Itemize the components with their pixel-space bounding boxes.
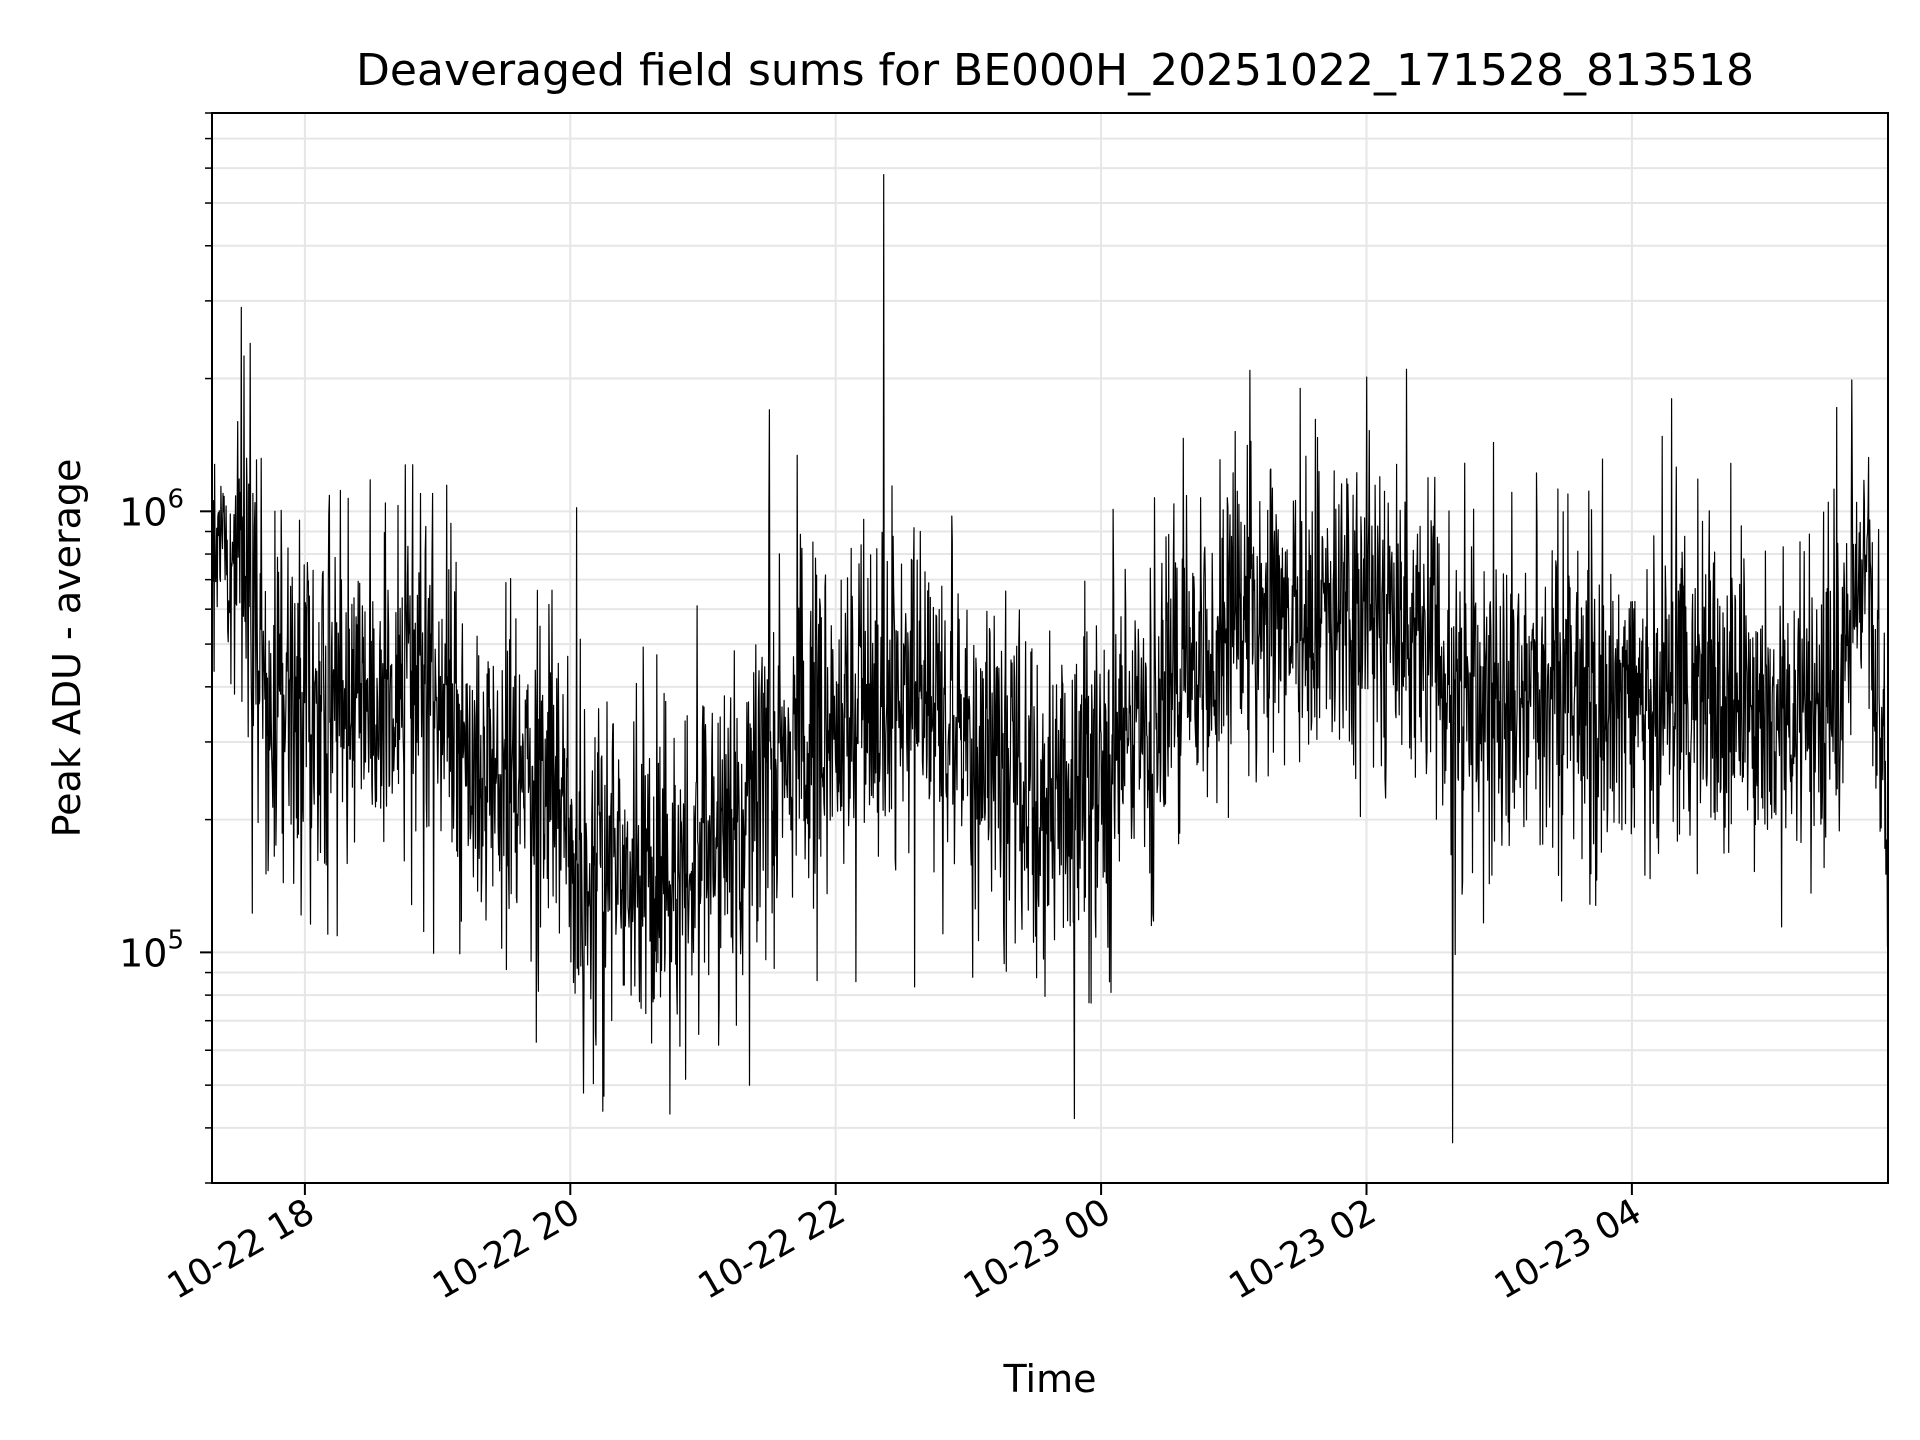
y-tick-label: 105: [119, 925, 184, 975]
y-tick-label-base: 10: [119, 931, 167, 975]
plot-area-frame: [211, 112, 1889, 1184]
y-tick-label-exponent: 5: [167, 925, 184, 955]
y-axis-label: Peak ADU - average: [45, 459, 89, 838]
y-tick-label: 106: [119, 484, 184, 534]
grid-lines: [212, 112, 1888, 1184]
x-axis-label: Time: [1003, 1357, 1097, 1401]
data-series: [211, 174, 1889, 1144]
series-line: [211, 174, 1889, 1144]
y-tick-label-base: 10: [119, 490, 167, 534]
chart-title: Deaveraged field sums for BE000H_2025102…: [356, 45, 1754, 96]
y-tick-label-exponent: 6: [167, 484, 184, 514]
